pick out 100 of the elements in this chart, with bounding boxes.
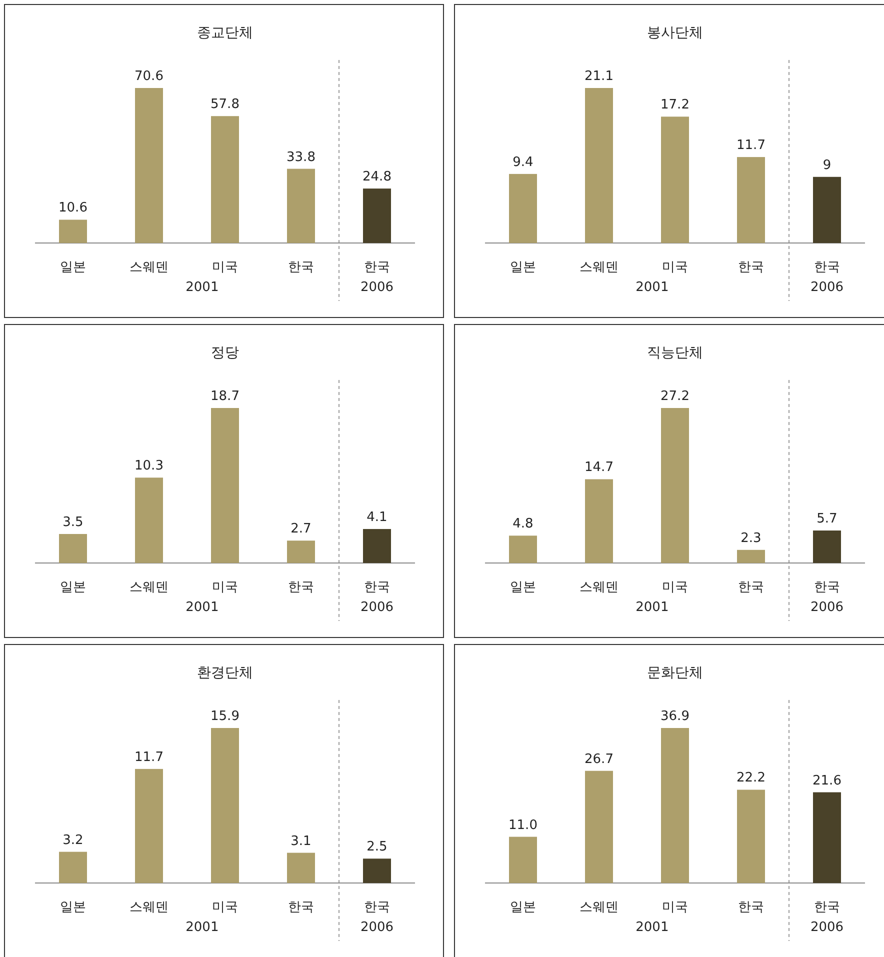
data-label: 10.6	[58, 200, 88, 216]
data-label: 2.5	[366, 840, 388, 855]
x-tick-label: 한국	[288, 260, 314, 275]
bar	[59, 534, 87, 563]
x-tick-label: 스웨덴	[130, 580, 168, 595]
x-tick-label: 스웨덴	[580, 900, 618, 915]
x-tick-label: 한국	[738, 580, 764, 595]
bar	[585, 88, 613, 243]
data-label: 21.1	[584, 69, 614, 84]
data-label: 57.8	[210, 97, 240, 112]
bar	[211, 408, 239, 563]
bar	[509, 174, 537, 243]
chart-title: 직능단체	[647, 345, 703, 361]
data-label: 9	[822, 158, 832, 173]
x-tick-label: 한국 2006	[810, 260, 844, 295]
data-label: 3.1	[290, 834, 312, 849]
x-tick-label: 미국	[662, 260, 688, 275]
x-tick-label: 일본	[60, 260, 86, 275]
bar	[363, 858, 391, 883]
data-label: 24.8	[362, 170, 392, 185]
data-label: 18.7	[210, 389, 240, 404]
x-tick-label: 한국 2006	[810, 900, 844, 935]
x-tick-label: 미국	[212, 580, 238, 595]
bar	[211, 728, 239, 883]
chart-title: 환경단체	[197, 665, 253, 681]
bar	[813, 530, 841, 563]
bar	[287, 540, 315, 563]
x-tick-label: 미국	[662, 900, 688, 915]
bar	[211, 116, 239, 243]
x-tick-label: 일본	[510, 580, 536, 595]
data-label: 10.3	[134, 458, 164, 474]
bar	[135, 478, 163, 563]
bar	[661, 728, 689, 883]
data-label: 4.8	[512, 516, 534, 532]
data-label: 17.2	[660, 98, 690, 113]
bar	[135, 88, 163, 243]
data-label: 11.7	[736, 138, 766, 154]
x-tick-label: 한국 2006	[360, 580, 394, 615]
x-tick-label: 스웨덴	[130, 900, 168, 915]
x-tick-label: 한국	[288, 580, 314, 595]
bar	[661, 408, 689, 563]
x-tick-label: 스웨덴	[580, 580, 618, 595]
bar	[509, 536, 537, 563]
text: 2001	[186, 920, 219, 935]
x-tick-label: 일본	[510, 900, 536, 915]
chart-title: 정당	[211, 345, 239, 361]
data-label: 22.2	[736, 770, 766, 786]
x-tick-label: 한국	[738, 260, 764, 275]
chart-title: 봉사단체	[647, 25, 703, 41]
data-label: 11.0	[508, 818, 538, 833]
bar	[661, 116, 689, 243]
x-tick-label: 일본	[60, 580, 86, 595]
bar	[737, 790, 765, 883]
x-tick-label: 한국 2006	[360, 900, 394, 935]
x-tick-label: 일본	[60, 900, 86, 915]
bar	[813, 792, 841, 883]
bar	[363, 188, 391, 243]
text: 2001	[636, 920, 669, 935]
x-tick-label: 일본	[510, 260, 536, 275]
data-label: 3.5	[62, 514, 84, 530]
bar	[363, 529, 391, 563]
bar	[509, 836, 537, 883]
data-label: 33.8	[286, 150, 316, 165]
data-label: 14.7	[584, 460, 614, 476]
data-label: 27.2	[660, 389, 690, 404]
data-label: 2.3	[740, 530, 762, 546]
x-tick-label: 한국	[288, 900, 314, 915]
bar	[585, 479, 613, 563]
bar	[135, 768, 163, 883]
bar	[737, 550, 765, 563]
data-label: 9.4	[512, 154, 534, 170]
data-label: 2.7	[290, 522, 312, 537]
data-label: 36.9	[660, 709, 690, 724]
bar	[287, 852, 315, 883]
text: 2001	[636, 600, 669, 615]
chart-title: 문화단체	[647, 665, 703, 681]
bar	[59, 220, 87, 243]
x-tick-label: 한국	[738, 900, 764, 915]
data-label: 5.7	[816, 512, 838, 527]
data-label: 15.9	[210, 709, 240, 724]
data-label: 21.6	[812, 773, 842, 788]
bar	[59, 852, 87, 883]
data-label: 11.7	[134, 750, 164, 765]
x-tick-label: 미국	[212, 260, 238, 275]
text: 2001	[636, 280, 669, 295]
text: 2001	[186, 280, 219, 295]
bar	[813, 176, 841, 243]
bar	[287, 168, 315, 243]
chart-title: 종교단체	[197, 25, 253, 41]
x-tick-label: 미국	[212, 900, 238, 915]
data-label: 70.6	[134, 69, 164, 84]
x-tick-label: 미국	[662, 580, 688, 595]
x-tick-label: 한국 2006	[360, 260, 394, 295]
bar	[585, 770, 613, 883]
text: 2001	[186, 600, 219, 615]
x-tick-label: 한국 2006	[810, 580, 844, 615]
data-label: 26.7	[584, 752, 614, 767]
x-tick-label: 스웨덴	[130, 260, 168, 275]
data-label: 3.2	[62, 832, 84, 848]
bar	[737, 157, 765, 243]
